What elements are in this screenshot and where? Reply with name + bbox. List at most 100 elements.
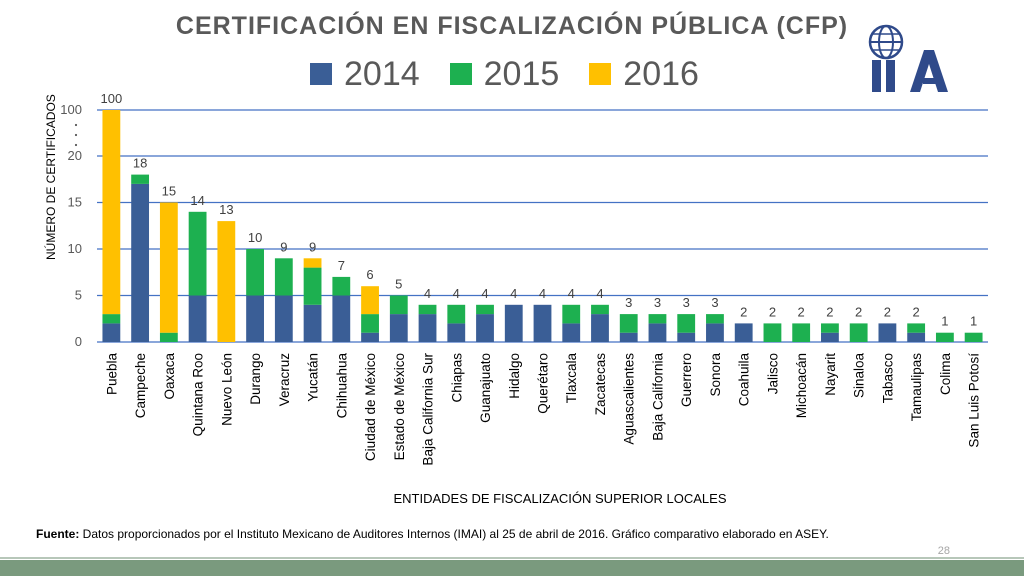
bar-segment-2014 [476, 314, 494, 342]
bar-segment-2015 [188, 211, 207, 296]
iia-logo [868, 24, 948, 92]
bar-segment-2015 [964, 332, 983, 342]
legend-label-2015: 2015 [483, 54, 560, 93]
total-label: 3 [625, 295, 632, 310]
y-tick-label: 5 [75, 288, 82, 303]
x-tick-label: Tamaulipas [909, 353, 924, 422]
total-label: 100 [101, 91, 123, 106]
total-label: 1 [941, 314, 948, 329]
total-label: 2 [884, 304, 891, 319]
globe-icon [868, 24, 904, 60]
x-tick-label: San Luis Potosí [967, 353, 982, 448]
bar-segment-2014 [274, 295, 293, 342]
chart-title: CERTIFICACIÓN EN FISCALIZACIÓN PÚBLICA (… [175, 12, 849, 40]
legend-item-2015: 2015 [449, 54, 560, 94]
total-label: 2 [769, 304, 776, 319]
bar-segment-2014 [706, 323, 724, 342]
x-tick-label: Guanajuato [478, 353, 493, 423]
total-label: 3 [683, 295, 690, 310]
bar-segment-2015 [821, 323, 839, 333]
bar-segment-2015 [159, 332, 178, 342]
bars [102, 110, 983, 342]
axis-break-marks [74, 123, 78, 147]
x-tick-label: Ciudad de México [363, 353, 378, 461]
x-tick-label: Puebla [104, 353, 119, 396]
legend-item-2014: 2014 [310, 55, 420, 94]
total-label: 1 [970, 314, 977, 329]
bar-segment-2014 [907, 332, 926, 342]
x-tick-label: Chiapas [449, 353, 464, 403]
footer-band [0, 560, 1024, 576]
bar-segment-2015 [361, 314, 379, 333]
x-tick-label: Sonora [708, 353, 723, 397]
bar-segment-2015 [476, 304, 494, 315]
source-text: Datos proporcionados por el Instituto Me… [79, 527, 829, 541]
legend-swatch-2014 [310, 63, 332, 85]
x-tick-label: Sinaloa [852, 353, 867, 399]
x-tick-label: Coahuila [737, 353, 752, 407]
bar-segment-2015 [102, 314, 121, 324]
x-tick-label: Quintana Roo [191, 353, 206, 436]
x-axis-title: ENTIDADES DE FISCALIZACIÓN SUPERIOR LOCA… [393, 491, 727, 506]
x-tick-label: Nuevo León [219, 353, 234, 426]
bar-segment-2014 [303, 304, 322, 342]
bar-segment-2014 [447, 323, 466, 342]
bar-segment-2015 [418, 304, 437, 315]
bar-segment-2015 [389, 295, 408, 315]
bar-segment-2015 [562, 304, 581, 324]
bar-segment-2016 [102, 110, 121, 315]
bar-segment-2014 [332, 295, 351, 342]
bar-segment-2015 [332, 276, 351, 296]
bar-segment-2015 [648, 314, 667, 324]
bar-segment-2014 [591, 314, 609, 342]
legend-swatch-2015 [449, 63, 472, 85]
legend-label-2016: 2016 [623, 54, 699, 93]
bar-segment-2015 [792, 323, 811, 342]
x-tick-label: Chihuahua [334, 353, 349, 419]
x-tick-label: Michoacán [794, 353, 809, 418]
x-tick-label: Baja California Sur [421, 353, 436, 466]
total-label: 4 [568, 286, 575, 301]
total-label: 15 [162, 184, 176, 199]
bar-segment-2014 [677, 332, 696, 342]
x-tick-label: Tlaxcala [564, 353, 579, 404]
total-label: 4 [424, 286, 431, 301]
bar-segment-2014 [734, 323, 753, 342]
bar-segment-2015 [677, 314, 696, 333]
bar-segment-2015 [706, 314, 724, 324]
x-tick-label: Tabasco [880, 353, 895, 403]
bar-segment-2015 [763, 323, 782, 342]
legend: 2014 2015 2016 [310, 52, 729, 96]
bar-segment-2016 [361, 286, 379, 315]
axis-break-dot [74, 123, 78, 127]
bar-segment-2015 [849, 323, 868, 342]
total-label: 9 [309, 239, 316, 254]
bar-segment-2014 [389, 314, 408, 342]
bar-segment-2015 [907, 323, 926, 333]
x-tick-label: Oaxaca [162, 353, 177, 400]
bar-segment-2016 [217, 221, 236, 342]
total-label: 4 [539, 286, 546, 301]
legend-label-2014: 2014 [344, 54, 420, 93]
bar-segment-2014 [821, 332, 839, 342]
bar-segment-2014 [361, 332, 379, 342]
legend-item-2016: 2016 [589, 55, 699, 94]
y-tick-label: 100 [60, 102, 82, 117]
bar-segment-2014 [504, 304, 523, 342]
x-tick-label: Veracruz [277, 353, 292, 407]
total-label: 4 [453, 286, 460, 301]
x-tick-label: Jalisco [765, 353, 780, 394]
bar-segment-2014 [188, 295, 207, 342]
bar-segment-2016 [159, 202, 178, 333]
legend-swatch-2016 [589, 63, 612, 85]
total-label: 13 [219, 202, 233, 217]
axis-break-dot [74, 143, 78, 147]
bar-segment-2014 [562, 323, 581, 342]
bar-segment-2015 [619, 314, 638, 333]
bar-segment-2015 [303, 267, 322, 305]
x-tick-label: Durango [248, 353, 263, 405]
total-label: 2 [826, 304, 833, 319]
total-label: 10 [248, 230, 262, 245]
bar-segment-2015 [935, 332, 954, 342]
